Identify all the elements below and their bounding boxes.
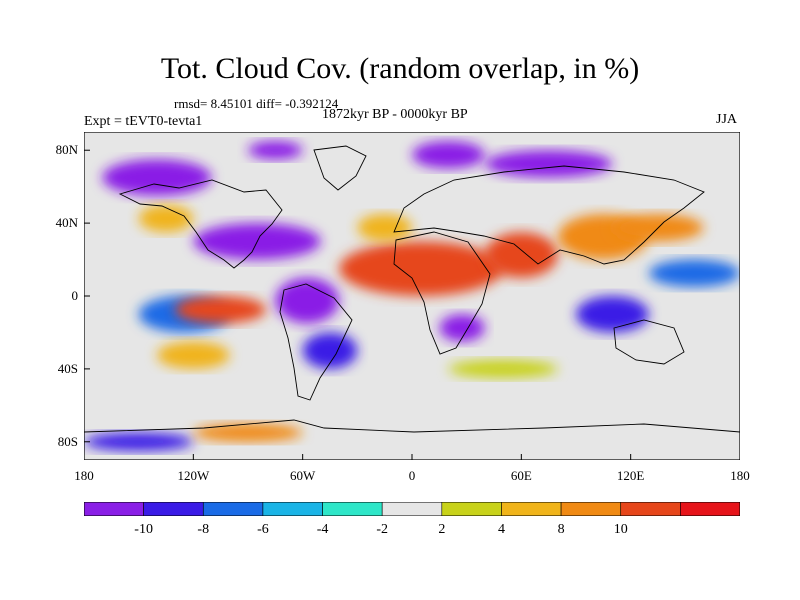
coastline-africa <box>393 231 491 355</box>
coastline-eurasia <box>393 165 705 265</box>
anomaly-region-7 <box>275 277 340 324</box>
x-tick-label-2: 60W <box>290 468 316 483</box>
coastline-antarctica <box>84 419 740 433</box>
anomaly-region-6 <box>175 296 267 324</box>
anomaly-region-17 <box>138 204 194 233</box>
anomaly-region-10 <box>102 159 212 196</box>
period-text: 1872kyr BP - 0000kyr BP <box>322 107 468 122</box>
coastlines <box>84 145 740 433</box>
x-tick-label-5: 120E <box>616 468 645 483</box>
colorbar-box-7 <box>501 502 562 516</box>
colorbar-box-5 <box>381 502 443 516</box>
colorbar-label-5: 2 <box>438 522 446 537</box>
coastline-south-america <box>279 283 353 401</box>
season-label: JJA <box>716 112 738 127</box>
anomaly-region-11 <box>248 141 303 160</box>
colorbar-label-1: -8 <box>197 522 210 537</box>
anomaly-region-19 <box>448 359 558 378</box>
y-tick-label-3: 40S <box>57 360 78 376</box>
y-tick-marks <box>84 149 90 443</box>
y-tick-label-0: 80N <box>55 142 78 158</box>
stats-text: rmsd= 8.45101 diff= -0.392124 <box>174 96 339 111</box>
anomaly-region-20 <box>84 432 194 451</box>
anomaly-region-2 <box>484 232 558 278</box>
anomaly-region-15 <box>439 314 485 342</box>
colorbar-label-3: -4 <box>316 522 329 537</box>
anomaly-region-18 <box>156 341 230 369</box>
colorbar <box>84 502 740 516</box>
x-tick-label-3: 0 <box>408 468 416 483</box>
x-tick-label-0: 180 <box>74 468 94 483</box>
anomaly-region-8 <box>302 332 358 369</box>
colorbar-box-2 <box>202 502 264 516</box>
coastline-greenland <box>313 145 367 191</box>
colorbar-box-9 <box>620 502 681 516</box>
map-panel <box>84 132 740 460</box>
anomaly-region-14 <box>576 296 649 333</box>
anomaly-region-12 <box>412 141 485 169</box>
anomaly-field <box>84 141 740 451</box>
colorbar-label-8: 10 <box>613 522 628 537</box>
anomaly-region-16 <box>648 259 740 287</box>
colorbar-box-10 <box>680 502 740 516</box>
y-tick-label-4: 80S <box>57 433 78 449</box>
anomaly-region-1 <box>357 214 412 242</box>
colorbar-label-2: -6 <box>257 522 269 537</box>
colorbar-box-1 <box>143 502 204 516</box>
colorbar-box-3 <box>262 502 323 516</box>
x-tick-label-1: 120W <box>177 468 210 483</box>
x-tick-marks <box>84 454 740 460</box>
coastline-north-america <box>118 179 283 269</box>
colorbar-box-4 <box>322 502 383 516</box>
x-tick-label-4: 60E <box>510 468 532 483</box>
anomaly-region-13 <box>484 150 613 178</box>
experiment-label: Expt = tEVT0-tevta1 <box>84 114 203 129</box>
colorbar-label-4: -2 <box>376 522 389 537</box>
colorbar-box-8 <box>560 502 622 516</box>
anomaly-region-0 <box>339 241 504 296</box>
y-tick-label-2: 0 <box>71 288 79 303</box>
y-tick-label-1: 40N <box>55 215 78 231</box>
colorbar-box-0 <box>84 502 144 516</box>
colorbar-label-0: -10 <box>134 522 153 537</box>
coastline-australia <box>613 319 685 365</box>
anomaly-region-21 <box>193 423 303 442</box>
colorbar-label-6: 4 <box>497 522 505 537</box>
colorbar-box-6 <box>441 502 502 516</box>
plot-title: Tot. Cloud Cov. (random overlap, in %) <box>160 52 640 85</box>
x-tick-label-6: 180 <box>730 468 750 483</box>
colorbar-label-7: 8 <box>557 522 565 537</box>
